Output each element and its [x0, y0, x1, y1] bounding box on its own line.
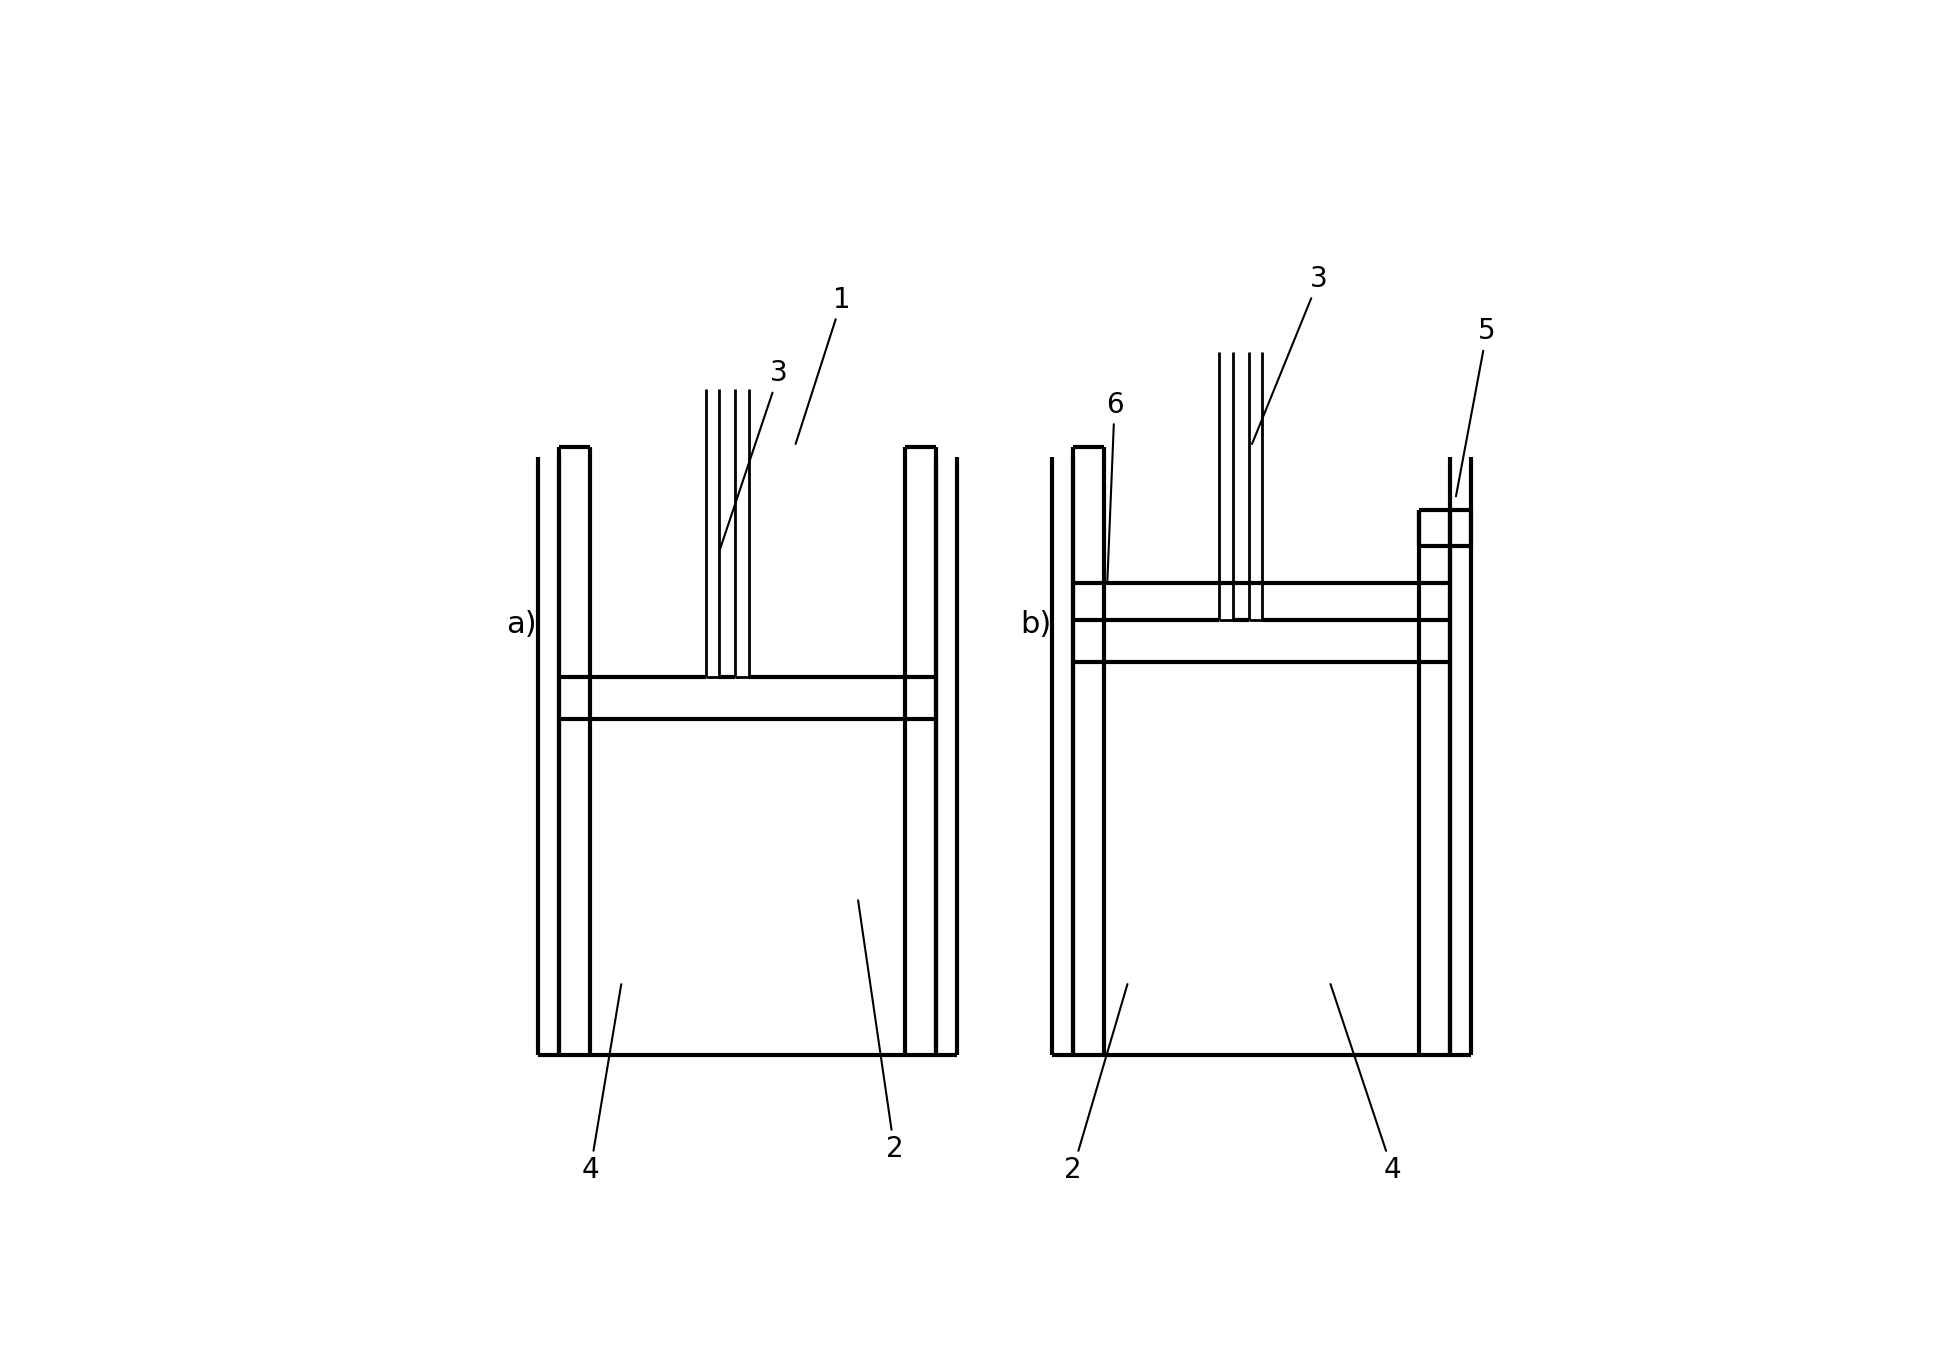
Text: 6: 6: [1105, 391, 1123, 580]
Text: 2: 2: [858, 900, 904, 1163]
Text: 2: 2: [1064, 985, 1127, 1184]
Text: 3: 3: [719, 360, 788, 549]
Text: 5: 5: [1456, 317, 1495, 496]
Text: 4: 4: [582, 985, 621, 1184]
Text: b): b): [1021, 610, 1051, 639]
Text: a): a): [506, 610, 537, 639]
Text: 4: 4: [1331, 985, 1401, 1184]
Text: 1: 1: [796, 286, 851, 444]
Text: 3: 3: [1252, 264, 1329, 444]
